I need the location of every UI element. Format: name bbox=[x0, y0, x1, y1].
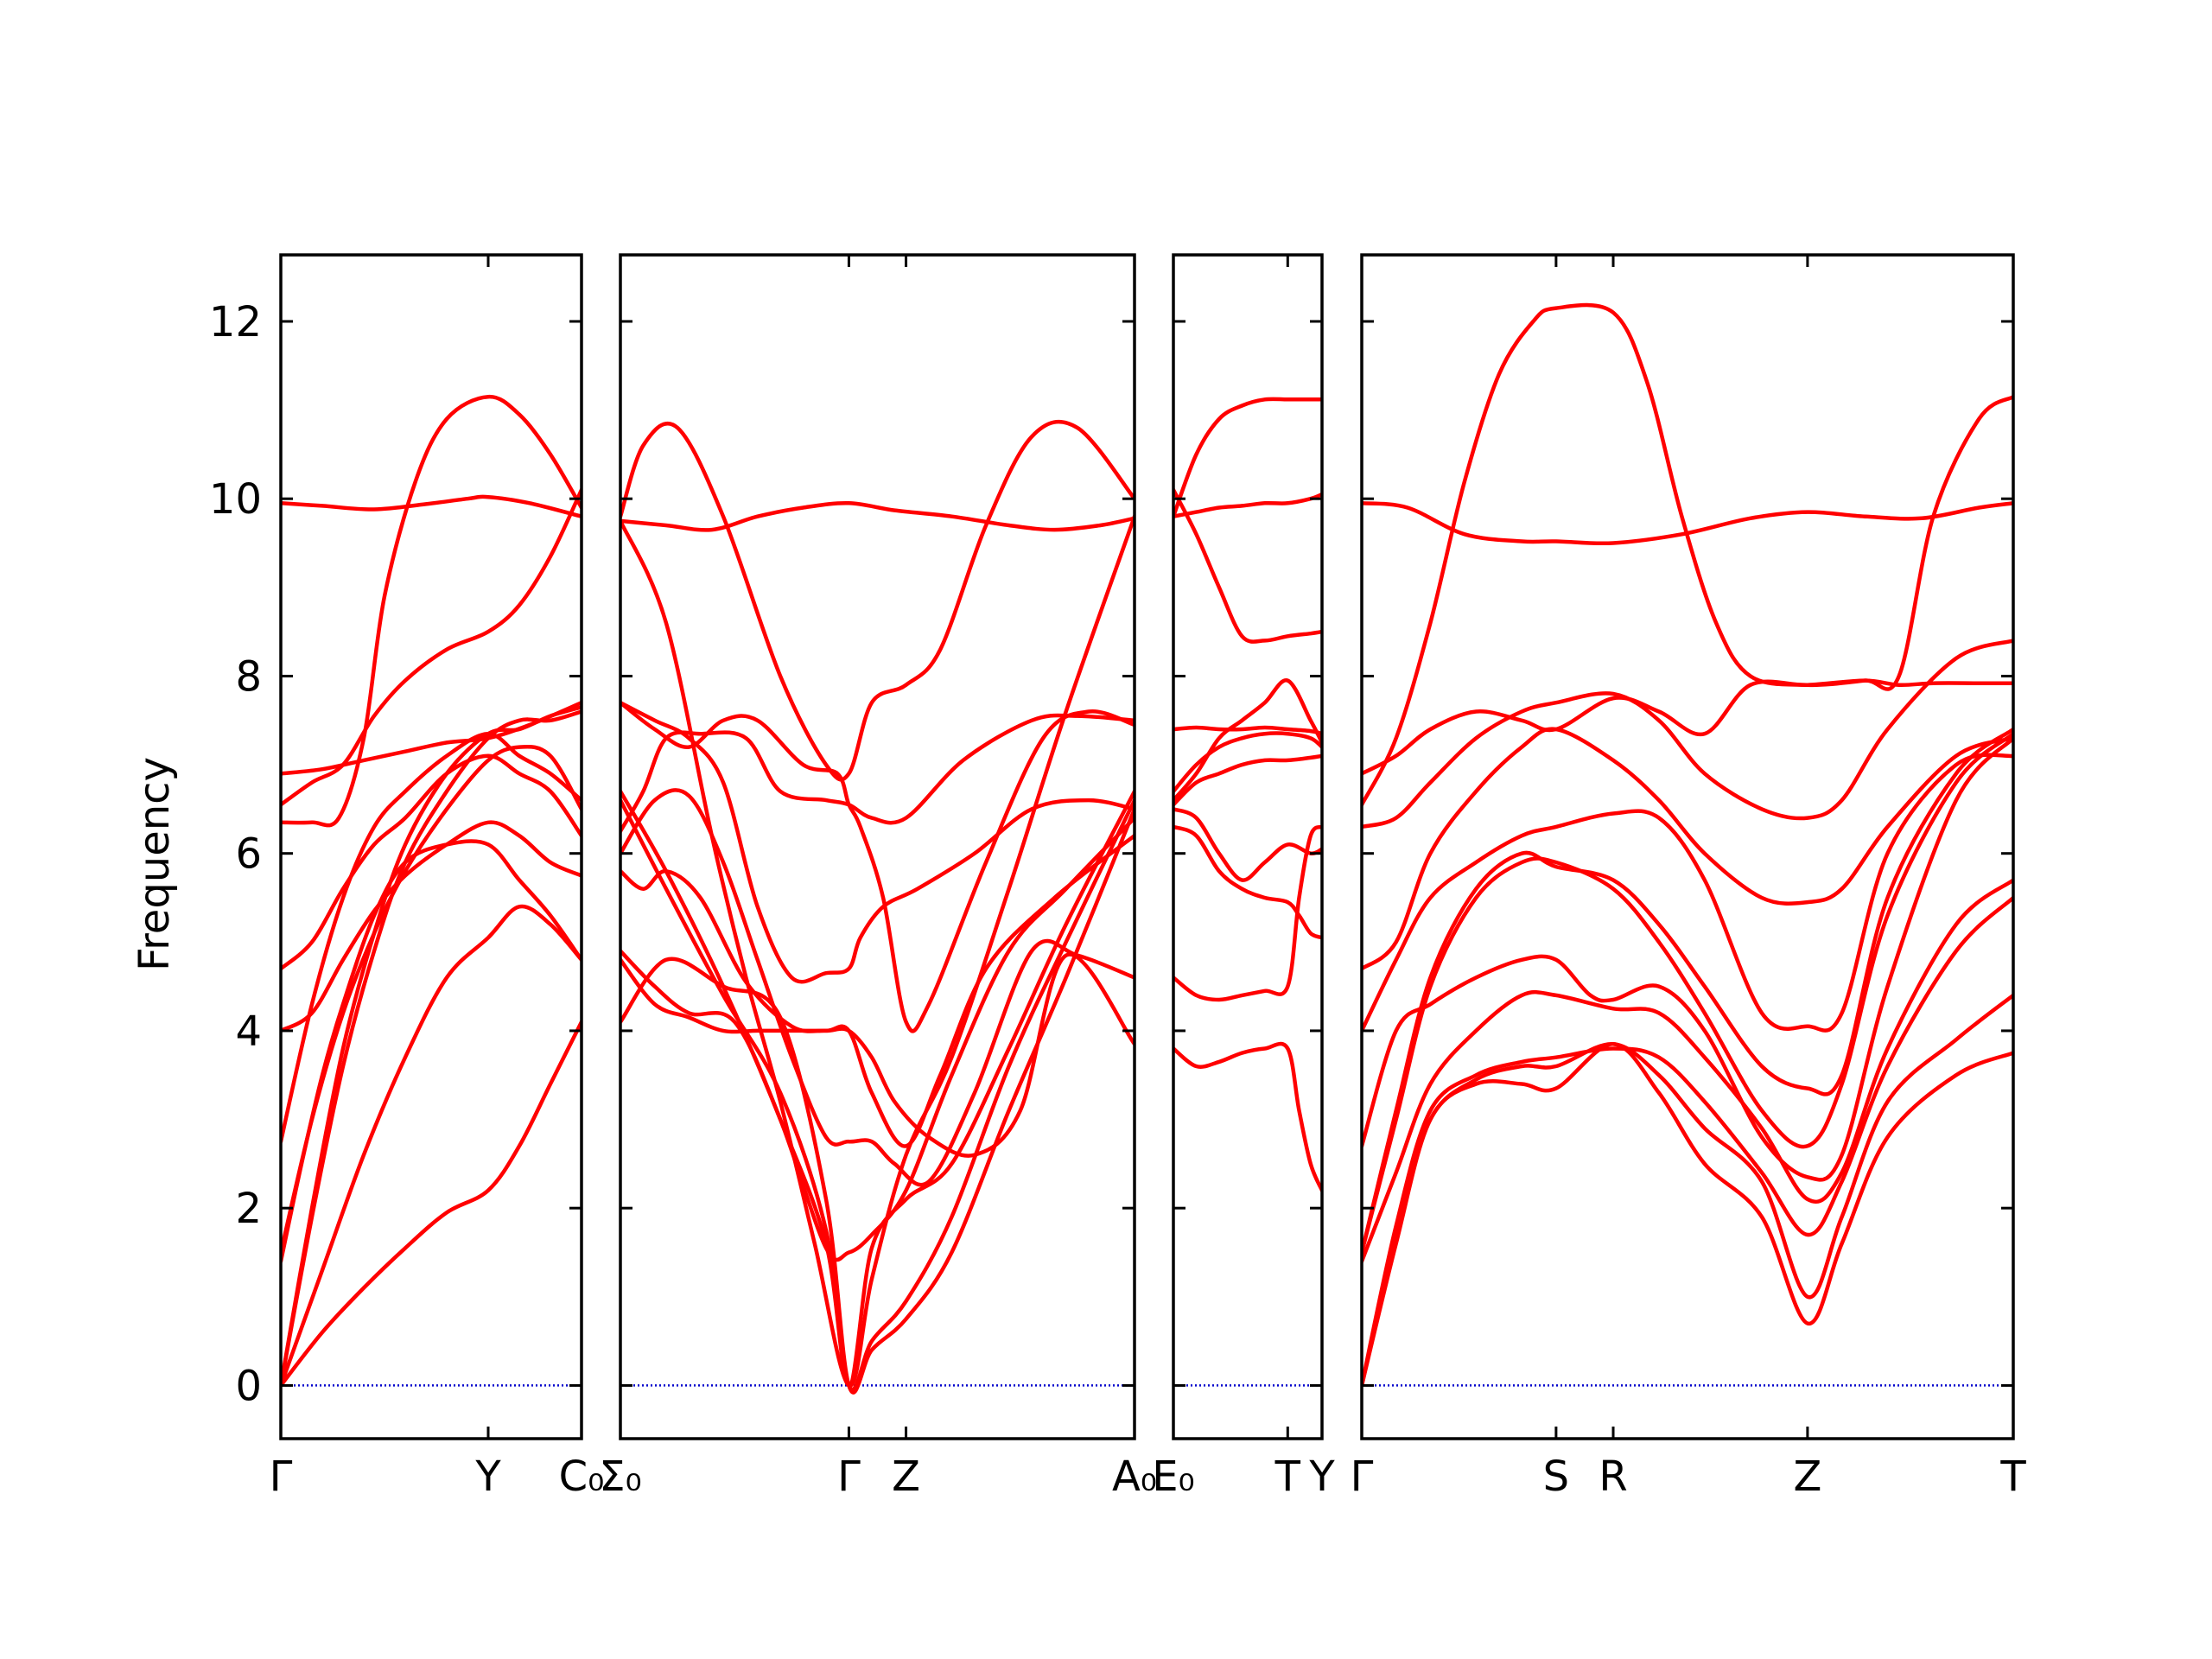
band-line bbox=[1173, 397, 1322, 518]
band-line bbox=[1362, 895, 2013, 1388]
band-line bbox=[620, 816, 1135, 1262]
x-tick-label: Y bbox=[474, 1452, 501, 1501]
band-line bbox=[620, 514, 1135, 1388]
x-tick-label: Y bbox=[1308, 1452, 1335, 1501]
x-tick-label: T bbox=[1999, 1452, 2026, 1501]
band-line bbox=[1362, 878, 2013, 1264]
band-line bbox=[620, 789, 1135, 1388]
band-line bbox=[1173, 492, 1322, 518]
band-line bbox=[1173, 487, 1322, 644]
x-tick-label: Z bbox=[892, 1452, 920, 1501]
band-lines bbox=[281, 394, 582, 1388]
panel-1: Γ Y C₀ bbox=[270, 253, 605, 1501]
band-line bbox=[620, 952, 1135, 1158]
panel-frame bbox=[1172, 253, 1324, 1440]
band-line bbox=[281, 731, 582, 1144]
band-line bbox=[281, 753, 582, 971]
band-line bbox=[1362, 678, 2013, 776]
band-line bbox=[1362, 727, 2013, 1255]
y-tick-label: 8 bbox=[235, 652, 262, 701]
band-line bbox=[620, 788, 1135, 1187]
band-line bbox=[1362, 302, 2013, 807]
panel-frame bbox=[619, 253, 1136, 1440]
panel-3: E₀ T Y bbox=[1152, 253, 1335, 1501]
y-axis-label: Frequency bbox=[130, 757, 179, 971]
band-line bbox=[1362, 753, 2013, 1033]
band-line bbox=[281, 494, 582, 518]
x-tick-label: Γ bbox=[270, 1452, 293, 1501]
band-line bbox=[620, 700, 1135, 984]
band-line bbox=[1362, 727, 2013, 971]
band-lines bbox=[1173, 397, 1322, 1192]
band-line bbox=[1362, 501, 2013, 546]
band-line bbox=[281, 700, 582, 776]
x-tick-label: Γ bbox=[837, 1452, 861, 1501]
band-line bbox=[620, 501, 1135, 532]
y-tick-labels: 0 2 4 6 8 10 12 bbox=[209, 298, 262, 1410]
band-line bbox=[1173, 678, 1322, 803]
x-tick-label: Γ bbox=[1351, 1452, 1374, 1501]
band-line bbox=[281, 744, 582, 1255]
panel-frame bbox=[1360, 253, 2015, 1440]
x-tick-label: C₀ bbox=[559, 1452, 605, 1501]
x-tick-label: R bbox=[1599, 1452, 1627, 1501]
band-line bbox=[1362, 993, 2013, 1388]
x-tick-label: T bbox=[1274, 1452, 1301, 1501]
band-line bbox=[281, 487, 582, 807]
band-line bbox=[281, 820, 582, 1033]
band-line bbox=[620, 798, 1135, 1392]
panel-frame bbox=[279, 253, 583, 1440]
band-line bbox=[1362, 731, 2013, 1255]
band-line bbox=[1173, 753, 1322, 807]
x-tick-label: Z bbox=[1793, 1452, 1821, 1501]
band-line bbox=[281, 1020, 582, 1388]
band-line bbox=[281, 904, 582, 1388]
band-line bbox=[620, 700, 1135, 1033]
x-tick-label: A₀ bbox=[1112, 1452, 1157, 1501]
y-tick-label: 6 bbox=[235, 830, 262, 879]
band-line bbox=[1173, 1041, 1322, 1192]
band-line bbox=[1173, 807, 1322, 882]
band-line bbox=[1173, 725, 1322, 736]
x-tick-label: E₀ bbox=[1152, 1452, 1195, 1501]
x-tick-label: S bbox=[1543, 1452, 1569, 1501]
band-line bbox=[1362, 736, 2013, 1182]
band-lines bbox=[1362, 302, 2013, 1388]
panel-2: Σ₀ Γ Z A₀ bbox=[599, 253, 1157, 1501]
y-tick-label: 12 bbox=[209, 298, 262, 346]
y-tick-label: 10 bbox=[209, 475, 262, 524]
band-line bbox=[1362, 639, 2013, 830]
band-line bbox=[620, 420, 1135, 782]
y-tick-label: 4 bbox=[235, 1007, 262, 1056]
y-tick-label: 0 bbox=[235, 1362, 262, 1410]
band-line bbox=[1173, 731, 1322, 794]
y-tick-label: 2 bbox=[235, 1185, 262, 1233]
band-line bbox=[1173, 824, 1322, 940]
band-lines bbox=[620, 420, 1135, 1395]
x-tick-label: Σ₀ bbox=[599, 1452, 642, 1501]
band-line bbox=[620, 713, 1135, 834]
